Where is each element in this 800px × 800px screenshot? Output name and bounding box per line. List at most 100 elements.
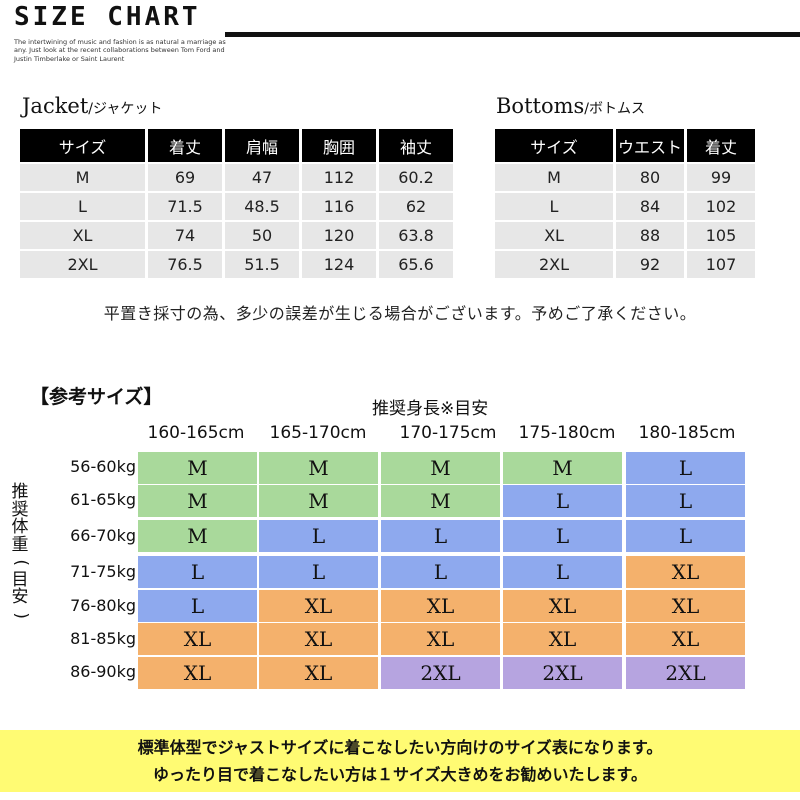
height-column-header: 170-175cm	[399, 423, 497, 443]
height-axis-label: 推奨身長※目安	[372, 399, 489, 419]
weight-row-label: 61-65kg	[70, 490, 136, 509]
table-row: M 80 99	[495, 164, 755, 191]
size-grid-cell: 2XL	[381, 657, 500, 689]
table-cell: 92	[616, 251, 684, 278]
size-grid-cell: L	[138, 556, 257, 588]
table-cell: 65.6	[379, 251, 453, 278]
weight-row-label: 86-90kg	[70, 662, 136, 681]
table-cell: 2XL	[495, 251, 613, 278]
table-cell: 71.5	[148, 193, 222, 220]
weight-row-label: 71-75kg	[70, 562, 136, 581]
size-grid-cell: 2XL	[503, 657, 622, 689]
jacket-heading: Jacket/ジャケット	[22, 94, 162, 118]
size-grid-cell: L	[626, 520, 745, 552]
size-grid-cell: XL	[503, 623, 622, 655]
height-column-header: 180-185cm	[638, 423, 736, 443]
jacket-header-row: サイズ 着丈 肩幅 胸囲 袖丈	[20, 129, 453, 162]
bottoms-col-header: サイズ	[495, 129, 613, 162]
table-row: XL 88 105	[495, 222, 755, 249]
size-grid-cell: L	[626, 485, 745, 517]
table-cell: 105	[687, 222, 755, 249]
advice-banner: 標準体型でジャストサイズに着こなしたい方向けのサイズ表になります。 ゆったり目で…	[0, 730, 800, 792]
jacket-subtitle: /ジャケット	[88, 101, 163, 117]
size-grid-cell: L	[503, 556, 622, 588]
reference-title: 【参考サイズ】	[30, 386, 163, 408]
size-grid-cell: XL	[381, 590, 500, 622]
size-grid-cell: M	[381, 452, 500, 484]
bottoms-col-header: 着丈	[687, 129, 755, 162]
size-grid-cell: M	[138, 452, 257, 484]
table-cell: 50	[225, 222, 299, 249]
table-row: 2XL 76.5 51.5 124 65.6	[20, 251, 453, 278]
jacket-col-header: 袖丈	[379, 129, 453, 162]
measurement-note: 平置き採寸の為、多少の誤差が生じる場合がございます。予めご了承ください。	[103, 304, 697, 323]
title-rule	[225, 32, 800, 37]
size-grid-cell: L	[259, 556, 378, 588]
size-grid-cell: L	[138, 590, 257, 622]
size-grid-cell: L	[259, 520, 378, 552]
bottoms-header-row: サイズ ウエスト 着丈	[495, 129, 755, 162]
table-cell: 80	[616, 164, 684, 191]
table-cell: 84	[616, 193, 684, 220]
table-cell: XL	[495, 222, 613, 249]
table-row: L 71.5 48.5 116 62	[20, 193, 453, 220]
table-cell: 63.8	[379, 222, 453, 249]
page-title: SIZE CHART	[14, 2, 201, 32]
table-row: XL 74 50 120 63.8	[20, 222, 453, 249]
bottoms-title: Bottoms	[496, 94, 585, 118]
jacket-col-header: 着丈	[148, 129, 222, 162]
height-column-header: 165-170cm	[269, 423, 367, 443]
banner-line: 標準体型でジャストサイズに着こなしたい方向けのサイズ表になります。	[137, 738, 663, 757]
size-grid-cell: M	[138, 485, 257, 517]
table-cell: 69	[148, 164, 222, 191]
table-cell: 60.2	[379, 164, 453, 191]
table-cell: 116	[302, 193, 376, 220]
table-cell: 124	[302, 251, 376, 278]
size-grid-cell: L	[381, 520, 500, 552]
size-grid-cell: L	[626, 452, 745, 484]
height-column-header: 175-180cm	[518, 423, 616, 443]
bottoms-subtitle: /ボトムス	[584, 101, 646, 117]
size-grid-cell: 2XL	[626, 657, 745, 689]
table-cell: XL	[20, 222, 145, 249]
jacket-col-header: サイズ	[20, 129, 145, 162]
size-grid-cell: L	[503, 485, 622, 517]
size-grid-cell: M	[503, 452, 622, 484]
table-cell: 51.5	[225, 251, 299, 278]
size-grid-cell: L	[381, 556, 500, 588]
size-grid-cell: M	[259, 452, 378, 484]
jacket-title: Jacket	[22, 94, 89, 118]
table-cell: 102	[687, 193, 755, 220]
size-grid-cell: M	[138, 520, 257, 552]
size-grid-cell: XL	[259, 590, 378, 622]
size-grid-cell: XL	[381, 623, 500, 655]
table-cell: 62	[379, 193, 453, 220]
bottoms-heading: Bottoms/ボトムス	[496, 94, 645, 118]
table-cell: 107	[687, 251, 755, 278]
size-grid-cell: XL	[626, 590, 745, 622]
table-cell: L	[495, 193, 613, 220]
size-grid-cell: M	[381, 485, 500, 517]
weight-row-label: 66-70kg	[70, 526, 136, 545]
table-cell: 47	[225, 164, 299, 191]
size-grid-cell: XL	[259, 657, 378, 689]
table-cell: 99	[687, 164, 755, 191]
header-blurb: The intertwining of music and fashion is…	[14, 38, 226, 63]
table-cell: L	[20, 193, 145, 220]
table-row: 2XL 92 107	[495, 251, 755, 278]
table-cell: 2XL	[20, 251, 145, 278]
height-column-header: 160-165cm	[147, 423, 245, 443]
bottoms-table: サイズ ウエスト 着丈 M 80 99 L 84 102 XL 88 105 2…	[492, 127, 758, 280]
table-cell: 120	[302, 222, 376, 249]
size-grid-cell: XL	[626, 623, 745, 655]
size-grid-cell: XL	[138, 657, 257, 689]
table-cell: 74	[148, 222, 222, 249]
jacket-table: サイズ 着丈 肩幅 胸囲 袖丈 M 69 47 112 60.2 L 71.5 …	[17, 127, 456, 280]
size-grid-cell: L	[503, 520, 622, 552]
table-cell: 112	[302, 164, 376, 191]
table-cell: 88	[616, 222, 684, 249]
size-grid-cell: M	[259, 485, 378, 517]
table-cell: 48.5	[225, 193, 299, 220]
table-cell: 76.5	[148, 251, 222, 278]
